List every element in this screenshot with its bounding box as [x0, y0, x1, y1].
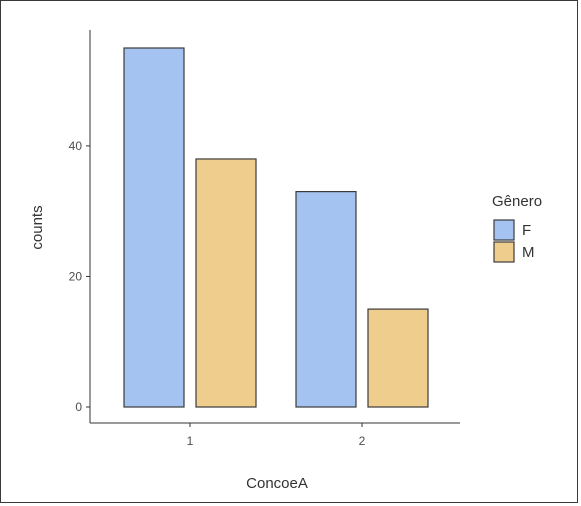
bars	[123, 47, 429, 408]
bar-M-2	[367, 308, 429, 408]
y-tick-label: 40	[69, 139, 83, 153]
x-tick-label: 1	[187, 434, 194, 448]
legend-title: Gênero	[492, 193, 542, 210]
x-tick-label: 2	[359, 434, 366, 448]
bar-M-1	[195, 158, 257, 408]
axes	[89, 30, 460, 424]
y-axis-title: counts	[29, 205, 46, 249]
y-tick-label: 20	[69, 269, 83, 283]
bar-F-1	[123, 47, 185, 408]
y-tick-label: 0	[75, 400, 82, 414]
bar-F-2	[295, 191, 357, 408]
legend-key-M	[493, 241, 515, 263]
legend-label-M: M	[522, 244, 535, 261]
legend-label-F: F	[522, 222, 531, 239]
y-ticks: 0 20 40	[69, 139, 90, 414]
legend-key-F	[493, 219, 515, 241]
x-axis-title: ConcoeA	[246, 475, 308, 492]
legend: Gênero FM	[492, 193, 542, 263]
